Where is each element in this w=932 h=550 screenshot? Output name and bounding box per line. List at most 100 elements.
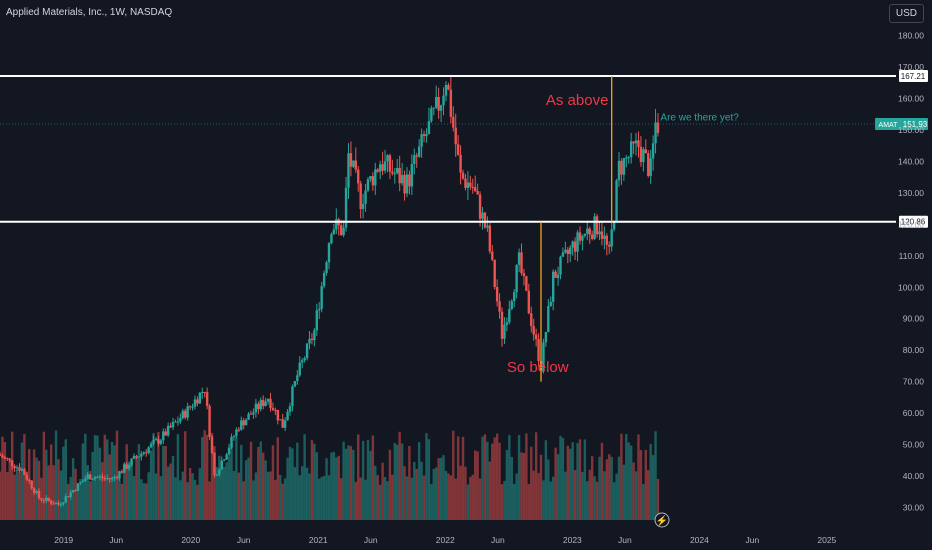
volume-bar [400,443,404,520]
volume-bar [612,482,616,520]
candle-body [522,273,526,277]
volume-bar [47,465,50,520]
volume-bar [642,484,645,520]
volume-bar [335,457,338,520]
volume-bar [654,431,657,520]
volume-bar [296,442,299,520]
volume-bar [142,483,145,520]
candle-body [612,221,616,230]
candle-body [84,478,87,481]
y-tick-label: 60.00 [903,408,925,418]
volume-bar [23,434,26,520]
currency-button[interactable]: USD [888,4,924,23]
y-tick-label: 50.00 [903,440,925,450]
candle-body [230,436,233,448]
candle-body [386,155,389,162]
volume-bar [52,465,55,520]
y-tick-label: 170.00 [898,62,924,72]
candle-body [547,306,550,333]
level-price-tag [899,69,928,82]
volume-bar [1,436,4,520]
volume-bar [135,456,138,520]
candle-body [586,228,589,234]
volume-bar [279,474,282,520]
volume-bar [176,434,180,520]
candle-body [417,146,421,157]
candle-body [603,235,606,239]
volume-bar [471,474,474,520]
candle-body [369,176,372,180]
candle-body [203,391,206,393]
volume-bar [534,432,538,520]
volume-bar [59,470,63,520]
candle-body [486,225,489,228]
candle-body [622,157,626,175]
volume-bar [120,483,124,520]
candle-body [132,455,136,459]
volume-bar [364,479,367,520]
candle-body [181,410,184,419]
candle-body [361,203,365,209]
volume-bar [405,476,409,520]
candle-body [118,471,121,479]
candle-body [513,292,516,302]
volume-bar [201,436,204,520]
volume-bar [510,456,513,520]
candle-body [573,241,577,252]
volume-bar [647,470,650,520]
candle-body [637,140,640,147]
volume-bar [152,432,155,520]
volume-bar [291,448,294,520]
candle-body [491,251,494,260]
volume-bar [332,451,336,520]
candle-body [218,469,221,475]
volume-bar [220,465,223,520]
candle-body [530,313,533,327]
candle-body [654,122,657,144]
candle-body [447,84,450,90]
last-price-label: 151.93 [903,120,928,129]
candle-body [634,140,638,144]
volume-bar [595,481,599,520]
candle-body [244,419,248,426]
candle-body [456,144,460,155]
level-price-tag [899,215,928,228]
y-tick-label: 70.00 [903,377,925,387]
volume-bar [261,452,265,520]
volume-bar [320,476,323,520]
volume-bar [396,444,399,520]
candle-body [259,400,262,410]
candle-body [422,134,426,137]
candle-body [140,453,143,457]
x-tick-label: 2023 [563,535,582,545]
volume-bar [449,475,453,520]
candle-body [37,490,41,499]
candle-body [403,175,406,194]
candle-body [330,234,333,244]
volume-bar [25,472,29,520]
candle-body [237,429,241,431]
candle-body [505,322,509,325]
candle-body [232,436,236,438]
candle-body [313,330,316,341]
volume-bar [615,473,618,520]
candle-body [576,232,579,252]
candle-body [96,477,99,479]
volume-bar [425,433,428,520]
volume-bar [488,461,492,520]
volume-bar [632,462,635,520]
candle-body [503,324,506,339]
volume-bar [454,478,457,520]
volume-bar [174,477,177,520]
candle-body [298,362,301,376]
last-price-tag [875,117,928,130]
candle-body [374,169,377,186]
volume-bar [191,473,194,520]
volume-bar [366,440,370,520]
bolt-button[interactable]: ⚡ [654,512,670,528]
volume-bar [18,472,21,520]
volume-bar [369,450,372,520]
candle-body [32,488,36,493]
volume-bar [637,434,640,520]
